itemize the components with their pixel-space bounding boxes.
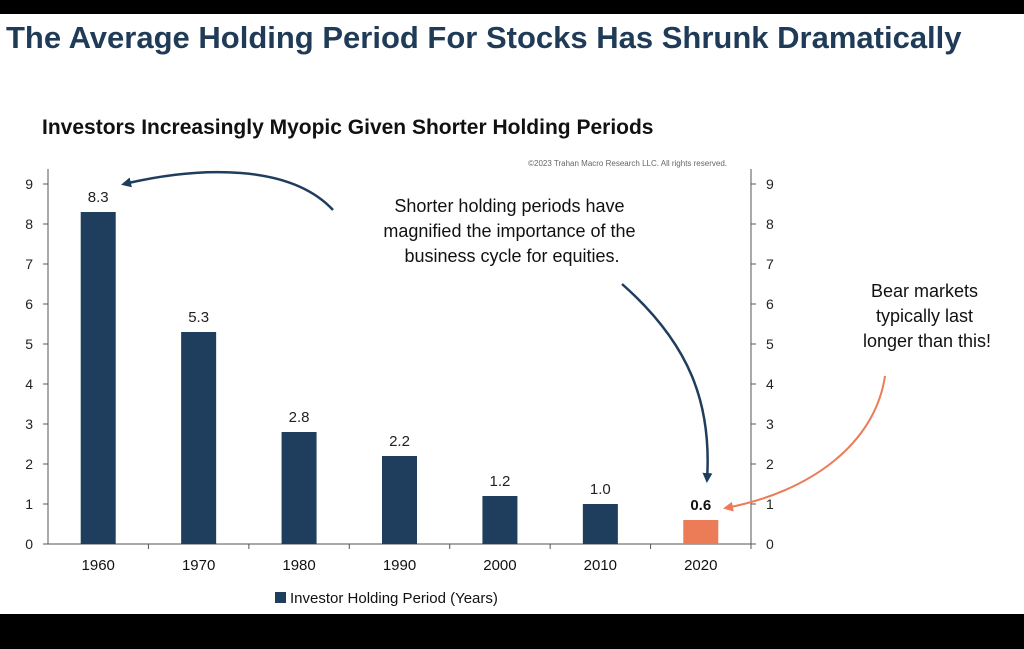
arrow-to-1960-bar <box>121 170 334 211</box>
legend-swatch <box>275 592 286 603</box>
value-label-2000: 1.2 <box>489 473 510 490</box>
right-y-tick-label: 7 <box>766 256 774 272</box>
category-label-1990: 1990 <box>383 557 416 574</box>
left-y-tick-label: 9 <box>25 176 33 192</box>
bar-2010 <box>582 504 618 544</box>
left-y-tick-label: 6 <box>25 296 33 312</box>
left-y-ticks: 0 1 2 3 4 5 6 7 8 9 <box>25 176 48 552</box>
right-y-tick-label: 5 <box>766 336 774 352</box>
annotation-right-line-3: longer than this! <box>863 331 991 351</box>
right-y-tick-label: 2 <box>766 456 774 472</box>
category-label-1970: 1970 <box>182 557 215 574</box>
category-label-2010: 2010 <box>584 557 617 574</box>
left-y-tick-label: 3 <box>25 416 33 432</box>
page-headline: The Average Holding Period For Stocks Ha… <box>6 20 962 55</box>
category-label-1960: 1960 <box>82 557 115 574</box>
right-y-tick-label: 9 <box>766 176 774 192</box>
chart-title: Investors Increasingly Myopic Given Shor… <box>42 116 653 139</box>
right-y-ticks: 0 1 2 3 4 5 6 7 8 9 <box>751 176 774 552</box>
left-y-tick-label: 4 <box>25 376 33 392</box>
chart-panel: The Average Holding Period For Stocks Ha… <box>0 14 1024 614</box>
left-y-tick-label: 8 <box>25 216 33 232</box>
category-label-1980: 1980 <box>282 557 315 574</box>
right-y-tick-label: 8 <box>766 216 774 232</box>
category-label-2020: 2020 <box>684 557 717 574</box>
left-y-tick-label: 7 <box>25 256 33 272</box>
right-y-tick-label: 3 <box>766 416 774 432</box>
copyright-note: ©2023 Trahan Macro Research LLC. All rig… <box>528 159 727 168</box>
annotation-center-line-2: magnified the importance of the <box>383 221 635 241</box>
bar-chart: Investors Increasingly Myopic Given Shor… <box>25 116 991 607</box>
value-labels-group: 8.3 5.3 2.8 2.2 1.2 1.0 0.6 <box>88 189 711 514</box>
arrow-to-2020-bar <box>621 283 713 483</box>
category-label-2000: 2000 <box>483 557 516 574</box>
annotation-center-line-1: Shorter holding periods have <box>394 196 624 216</box>
bar-1960 <box>80 212 116 544</box>
value-label-1980: 2.8 <box>289 409 310 426</box>
value-label-2010: 1.0 <box>590 481 611 498</box>
value-label-1970: 5.3 <box>188 309 209 326</box>
left-y-tick-label: 5 <box>25 336 33 352</box>
annotation-center-line-3: business cycle for equities. <box>404 246 619 266</box>
annotation-right-line-1: Bear markets <box>871 281 978 301</box>
value-label-1960: 8.3 <box>88 189 109 206</box>
annotation-right-line-2: typically last <box>876 306 973 326</box>
value-label-2020: 0.6 <box>690 497 711 514</box>
bar-2020 <box>683 520 719 544</box>
left-y-tick-label: 1 <box>25 496 33 512</box>
bar-1990 <box>382 456 417 544</box>
bar-1970 <box>181 332 217 544</box>
value-label-1990: 2.2 <box>389 433 410 450</box>
legend-label: Investor Holding Period (Years) <box>290 590 498 607</box>
bar-2000 <box>482 496 518 544</box>
left-y-tick-label: 2 <box>25 456 33 472</box>
right-y-tick-label: 6 <box>766 296 774 312</box>
left-y-tick-label: 0 <box>25 536 33 552</box>
annotation-right: Bear markets typically last longer than … <box>863 281 991 351</box>
right-y-tick-label: 0 <box>766 536 774 552</box>
bar-1980 <box>281 432 317 544</box>
category-labels-group: 1960 1970 1980 1990 2000 2010 2020 <box>82 544 752 574</box>
annotation-center: Shorter holding periods have magnified t… <box>383 196 640 266</box>
right-y-tick-label: 4 <box>766 376 774 392</box>
right-y-tick-label: 1 <box>766 496 774 512</box>
bars-group <box>80 212 719 544</box>
arrow-from-bear-markets <box>723 375 886 512</box>
